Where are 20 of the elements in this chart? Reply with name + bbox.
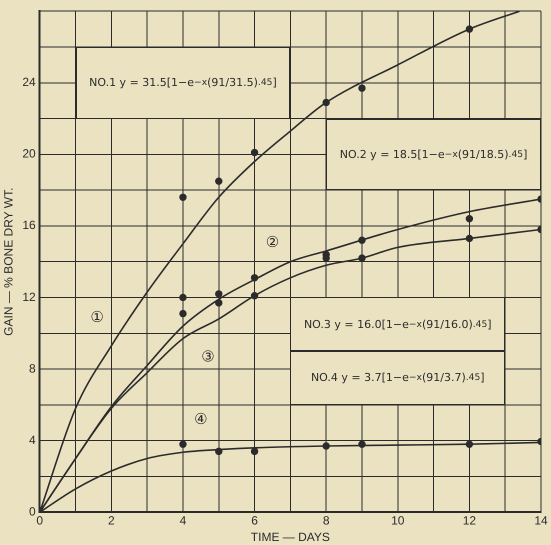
annotation: ④: [194, 410, 208, 428]
x-tick-label: 14: [534, 514, 548, 528]
annotation: ①: [90, 308, 104, 326]
x-tick-label: 2: [108, 514, 116, 528]
x-tick-label: 8: [322, 514, 330, 528]
x-tick-label: 4: [180, 514, 187, 528]
y-tick-label: 24: [22, 75, 36, 90]
y-tick-label: 12: [22, 290, 36, 304]
y-tick-label: 0: [29, 504, 36, 519]
annotation: ②: [266, 232, 280, 251]
y-tick-label: 16: [22, 218, 36, 232]
y-tick-label: 8: [29, 361, 36, 376]
y-axis-title: GAIN — % BONE DRY WT.: [2, 188, 16, 336]
y-tick-label: 20: [22, 146, 36, 161]
x-tick-label: 10: [391, 514, 405, 528]
annotation: ③: [201, 347, 215, 366]
x-axis-title: TIME — DAYS: [250, 530, 330, 544]
x-tick-label: 12: [462, 514, 476, 528]
y-tick-label: 4: [29, 432, 36, 447]
x-tick-label: 6: [251, 514, 258, 528]
